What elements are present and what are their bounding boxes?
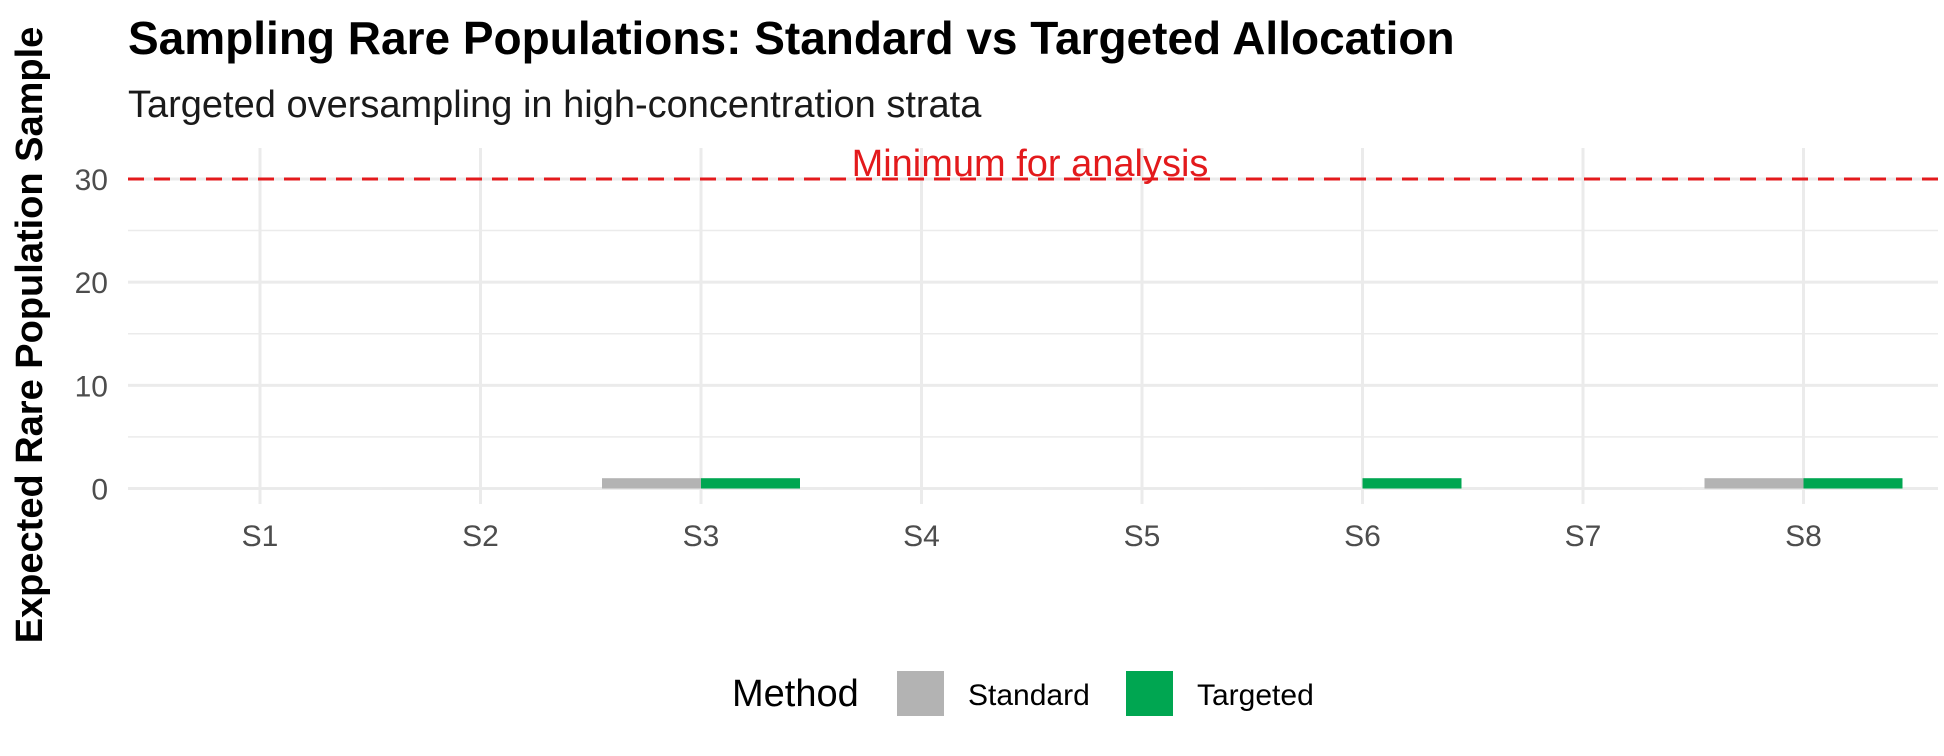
bars	[161, 478, 1903, 489]
x-tick-label: S2	[462, 520, 499, 553]
y-tick-label: 10	[75, 370, 108, 403]
y-tick-label: 20	[75, 267, 108, 300]
y-tick-label: 30	[75, 164, 108, 197]
x-tick-label: S5	[1124, 520, 1161, 553]
x-tick-label: S4	[903, 520, 940, 553]
grid	[128, 148, 1938, 504]
legend-label-targeted: Targeted	[1197, 679, 1314, 712]
reference-line-label: Minimum for analysis	[852, 143, 1209, 185]
bar-targeted-s3	[701, 478, 800, 489]
y-axis-label: Expected Rare Population Sample	[9, 27, 51, 644]
x-tick-label: S1	[242, 520, 279, 553]
legend-title: Method	[732, 673, 859, 715]
bar-targeted-s8	[1803, 478, 1903, 489]
bar-standard-s8	[1704, 478, 1804, 489]
bar-standard-s3	[602, 478, 701, 489]
x-axis-ticks: S1 S2 S3 S4 S5 S6 S7 S8	[242, 520, 1822, 553]
x-tick-label: S6	[1344, 520, 1381, 553]
legend: Method Standard Targeted	[732, 671, 1314, 716]
x-tick-label: S7	[1565, 520, 1602, 553]
chart-subtitle: Targeted oversampling in high-concentrat…	[128, 84, 982, 126]
x-tick-label: S8	[1785, 520, 1822, 553]
legend-key-targeted	[1126, 671, 1173, 716]
x-tick-label: S3	[683, 520, 720, 553]
y-axis-ticks: 0 10 20 30	[75, 164, 108, 507]
reference-line-group: Minimum for analysis	[128, 143, 1938, 185]
legend-label-standard: Standard	[968, 679, 1090, 712]
chart-title: Sampling Rare Populations: Standard vs T…	[128, 12, 1455, 64]
y-tick-label: 0	[91, 474, 108, 507]
bar-targeted-s6	[1362, 478, 1462, 489]
legend-key-standard	[897, 671, 944, 716]
